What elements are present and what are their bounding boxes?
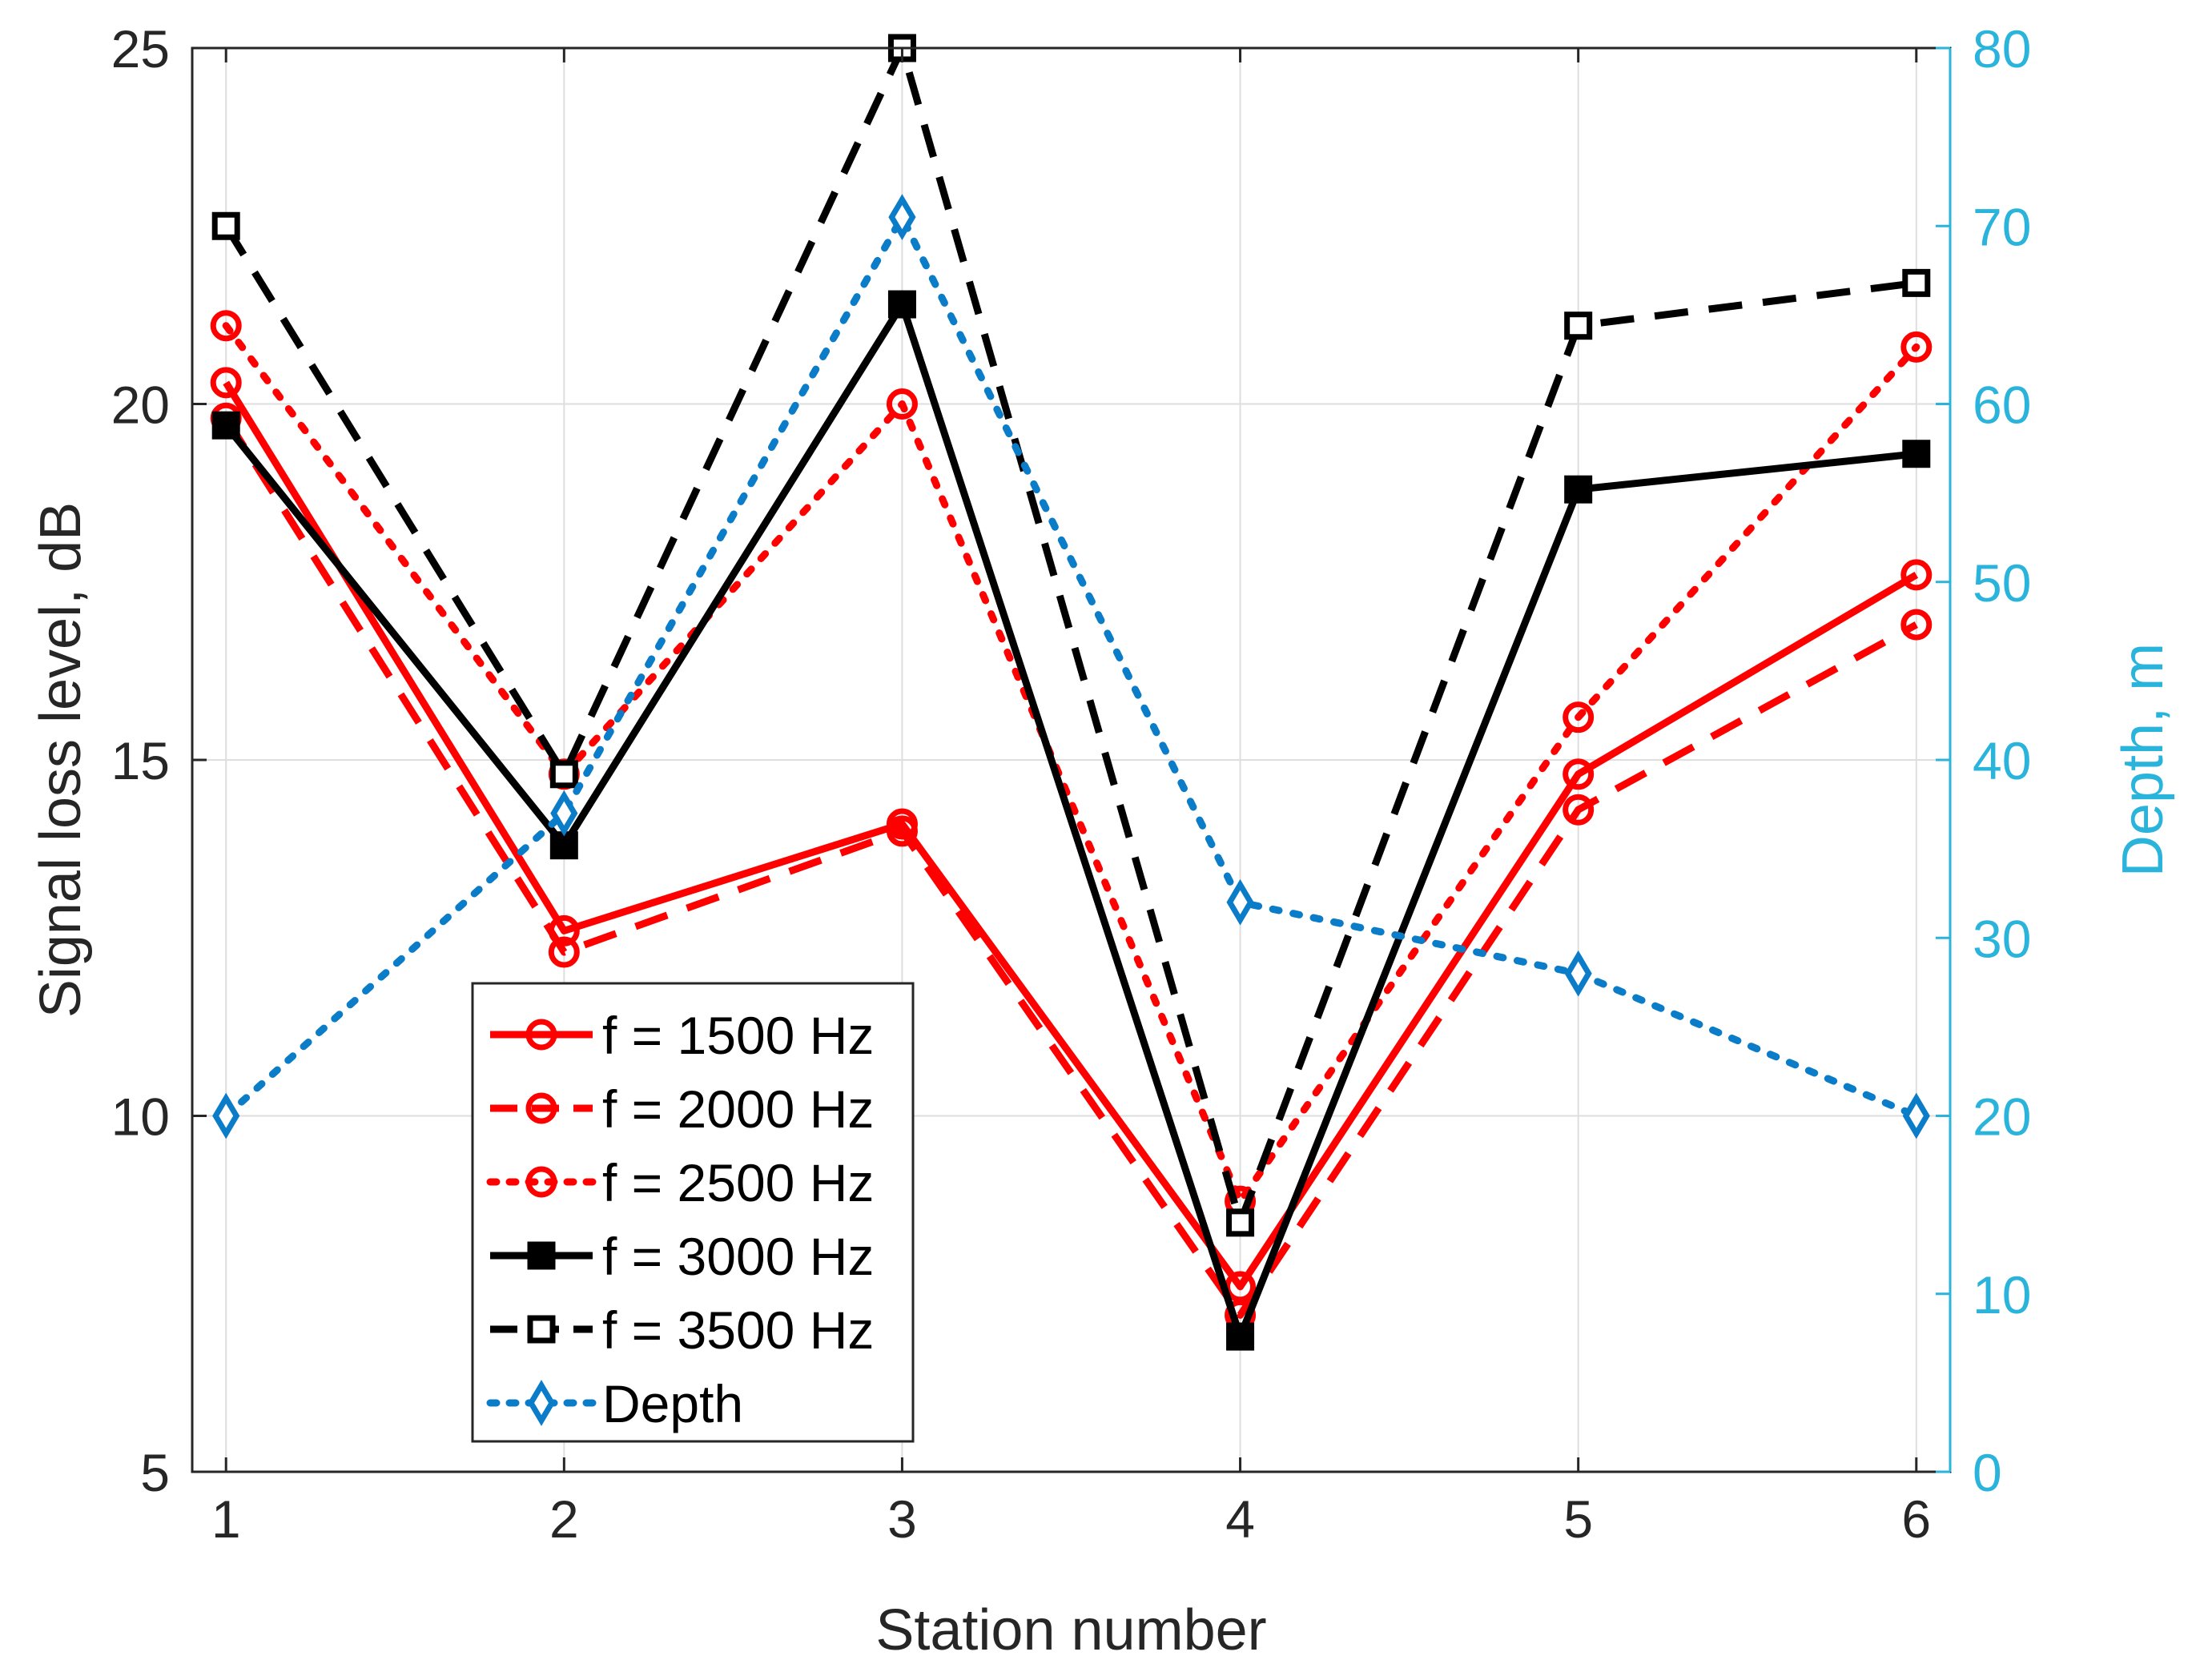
axis-ticks: 1 2 3 4 5 6 5 10 15 20 25 0 10 20 30 40 50 60 70 80 bbox=[111, 19, 2032, 1549]
legend-item: f = 2000 Hz bbox=[490, 1079, 874, 1139]
y-right-tick-label: 80 bbox=[1973, 19, 2031, 78]
y-tick-label: 25 bbox=[111, 19, 170, 78]
data-point bbox=[210, 310, 242, 342]
data-point bbox=[1563, 794, 1595, 826]
legend-item: f = 1500 Hz bbox=[490, 1006, 874, 1065]
y-right-tick-label: 30 bbox=[1973, 909, 2031, 968]
y-axis-right-label: Depth, m bbox=[2111, 643, 2175, 877]
data-point bbox=[1564, 475, 1593, 504]
y-right-tick-label: 50 bbox=[1973, 553, 2031, 613]
data-point bbox=[1226, 878, 1254, 926]
legend: f = 1500 Hz f = 2000 Hz f = 2500 Hz f = 300… bbox=[471, 982, 915, 1443]
legend-label: f = 3000 Hz bbox=[602, 1227, 874, 1286]
data-point bbox=[1902, 440, 1931, 468]
legend-label: f = 2500 Hz bbox=[602, 1153, 874, 1212]
data-point bbox=[211, 211, 240, 240]
data-point bbox=[211, 411, 240, 440]
y-tick-label: 5 bbox=[140, 1443, 170, 1502]
y-right-tick-label: 60 bbox=[1973, 376, 2031, 435]
data-point bbox=[1564, 950, 1592, 997]
data-point bbox=[1900, 559, 1933, 591]
legend-box bbox=[471, 982, 915, 1443]
data-point bbox=[550, 790, 578, 837]
y-tick-label: 20 bbox=[111, 376, 170, 435]
data-point bbox=[549, 831, 578, 860]
data-point bbox=[210, 367, 242, 399]
data-point bbox=[212, 1092, 240, 1139]
data-point bbox=[1564, 311, 1593, 340]
data-point bbox=[527, 1241, 556, 1270]
legend-label: f = 1500 Hz bbox=[602, 1006, 874, 1065]
y-axis-label: Signal loss level, dB bbox=[29, 502, 93, 1018]
legend-item: f = 3500 Hz bbox=[490, 1300, 874, 1360]
data-point bbox=[527, 1380, 556, 1426]
data-point bbox=[1902, 1092, 1930, 1139]
data-point bbox=[886, 815, 918, 847]
series-line bbox=[222, 322, 1920, 1205]
series-depth bbox=[212, 194, 1930, 1139]
data-point bbox=[525, 1019, 557, 1051]
x-tick-label: 2 bbox=[549, 1489, 579, 1549]
data-point bbox=[527, 1315, 556, 1344]
data-point bbox=[1902, 268, 1931, 297]
legend-item: Depth bbox=[486, 1374, 743, 1433]
data-point bbox=[1226, 1208, 1255, 1237]
series-line bbox=[223, 416, 1918, 1319]
data-point bbox=[1563, 758, 1595, 790]
data-point bbox=[525, 1092, 557, 1124]
y-right-tick-label: 20 bbox=[1973, 1087, 2031, 1147]
x-tick-label: 3 bbox=[887, 1489, 917, 1549]
data-point bbox=[888, 194, 916, 241]
data-point bbox=[525, 1166, 557, 1198]
series-line bbox=[223, 300, 1917, 1340]
y-right-tick-label: 40 bbox=[1973, 731, 2031, 790]
data-point bbox=[549, 760, 578, 789]
data-point bbox=[548, 936, 580, 968]
data-point bbox=[887, 290, 916, 319]
legend-item: f = 2500 Hz bbox=[486, 1153, 874, 1212]
x-tick-label: 4 bbox=[1225, 1489, 1255, 1549]
data-point bbox=[1900, 609, 1933, 641]
legend-label: f = 3500 Hz bbox=[602, 1300, 874, 1360]
y-tick-label: 10 bbox=[111, 1087, 170, 1147]
series-line bbox=[222, 213, 1920, 1119]
legend-item: f = 3000 Hz bbox=[490, 1227, 874, 1286]
y-tick-label: 15 bbox=[111, 731, 170, 790]
legend-label: f = 2000 Hz bbox=[602, 1079, 874, 1139]
x-axis-label: Station number bbox=[875, 1598, 1266, 1662]
data-point bbox=[1900, 331, 1933, 363]
y-right-tick-label: 0 bbox=[1973, 1443, 2002, 1502]
legend-label: Depth bbox=[602, 1374, 743, 1433]
x-tick-label: 1 bbox=[211, 1489, 241, 1549]
data-point bbox=[886, 388, 918, 420]
x-tick-label: 5 bbox=[1563, 1489, 1593, 1549]
data-point bbox=[1226, 1322, 1255, 1351]
y-right-tick-label: 10 bbox=[1973, 1265, 2031, 1324]
series-line bbox=[223, 380, 1919, 1291]
series-f-2500-hz bbox=[210, 310, 1933, 1217]
series-f-3000-hz bbox=[211, 290, 1931, 1351]
y-right-tick-label: 70 bbox=[1973, 197, 2031, 256]
series-layer bbox=[210, 34, 1933, 1351]
data-point bbox=[1563, 701, 1595, 733]
x-tick-label: 6 bbox=[1901, 1489, 1931, 1549]
